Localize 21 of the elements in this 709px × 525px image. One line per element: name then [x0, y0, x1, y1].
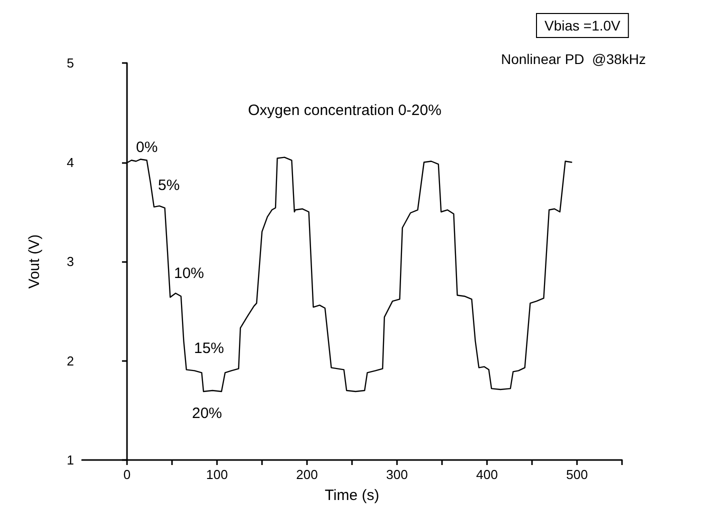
x-axis-title: Time (s): [324, 487, 380, 504]
text: Vbias =1.0V: [544, 18, 622, 34]
x-tick-label: 400: [476, 467, 498, 482]
annotation: 10%: [174, 265, 204, 282]
x-tick-label: 200: [296, 467, 318, 482]
text: Oxygen concentration 0-20%: [248, 102, 442, 119]
y-tick-label: 5: [66, 56, 74, 70]
annotation: 5%: [158, 177, 180, 194]
x-tick-label: 0: [123, 467, 131, 482]
y-tick-label: 1: [66, 452, 74, 468]
annotation: 0%: [136, 139, 158, 156]
y-axis-title: Vout (V): [26, 234, 43, 289]
y-tick-label: 3: [66, 254, 74, 269]
annotation: 20%: [192, 405, 222, 422]
annotation: Nonlinear PD @38kHz: [501, 51, 646, 67]
y-tick-label: 4: [66, 154, 74, 170]
x-tick-label: 100: [206, 467, 228, 482]
y-tick-label: 2: [66, 353, 74, 368]
annotation: 15%: [194, 340, 224, 357]
x-tick-label: 500: [566, 467, 588, 482]
x-tick-label: 300: [386, 467, 408, 482]
